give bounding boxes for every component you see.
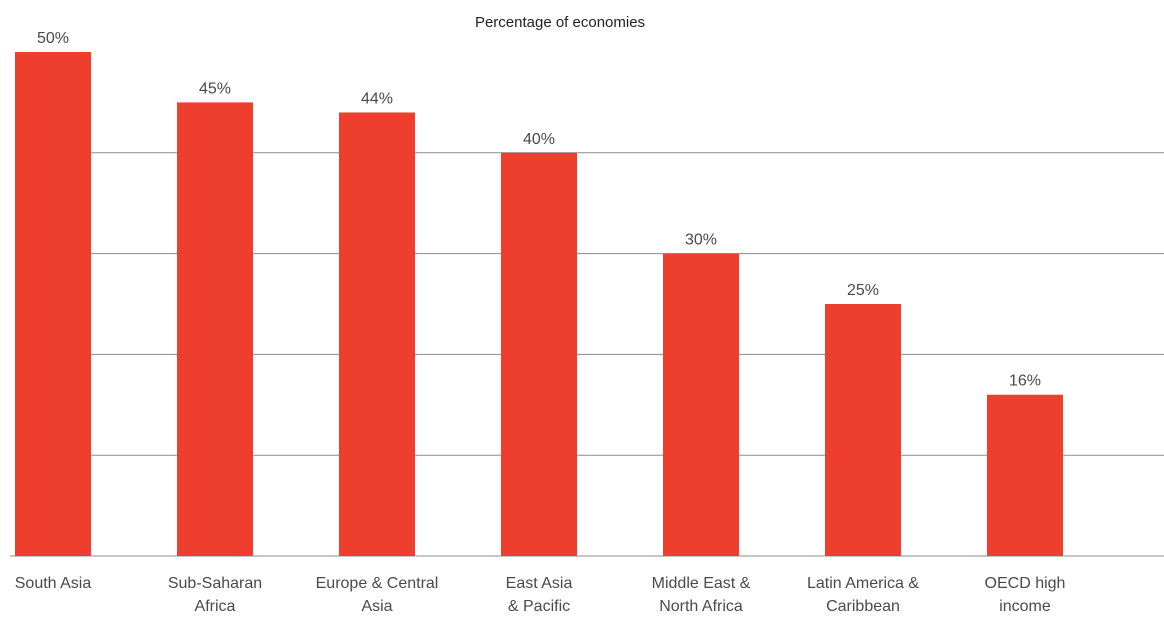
category-labels: South Asia Sub-Saharan Africa Europe & Cent… bbox=[15, 575, 1066, 615]
x-tick-label: Middle East & North Africa bbox=[652, 575, 751, 615]
bar bbox=[663, 253, 739, 556]
bar bbox=[987, 394, 1063, 556]
x-tick-label: Latin America & Caribbean bbox=[807, 575, 919, 615]
bar bbox=[501, 152, 577, 557]
data-label: 40% bbox=[523, 131, 555, 148]
data-label: 16% bbox=[1009, 373, 1041, 390]
bar bbox=[825, 304, 901, 556]
bar bbox=[15, 52, 91, 556]
data-label: 25% bbox=[847, 282, 879, 299]
data-label: 50% bbox=[37, 30, 69, 47]
x-tick-label: Europe & Central Asia bbox=[316, 575, 439, 615]
data-label: 44% bbox=[361, 90, 393, 107]
bar bbox=[177, 102, 253, 557]
x-tick-label: East Asia & Pacific bbox=[506, 575, 573, 615]
data-label: 30% bbox=[685, 232, 717, 249]
chart-title: Percentage of economies bbox=[475, 14, 645, 31]
value-labels: 50% 45% 44% 40% 30% 25% 16% bbox=[37, 30, 1041, 390]
data-label: 45% bbox=[199, 80, 231, 97]
x-tick-label: OECD high income bbox=[985, 575, 1066, 615]
x-tick-label: South Asia bbox=[15, 575, 92, 592]
x-tick-label: Sub-Saharan Africa bbox=[168, 575, 262, 615]
bar bbox=[339, 112, 415, 556]
bars bbox=[15, 52, 1063, 557]
